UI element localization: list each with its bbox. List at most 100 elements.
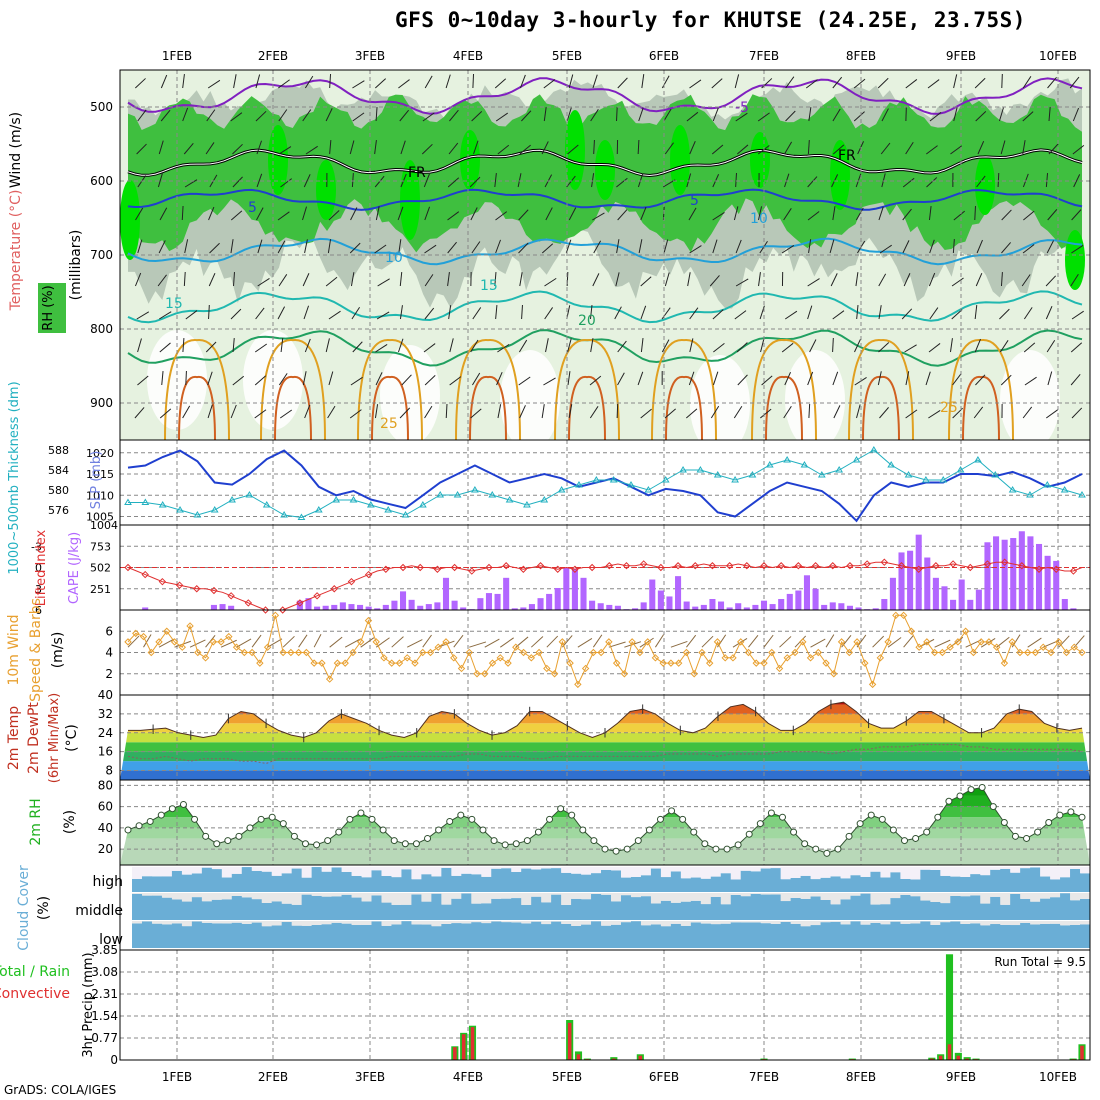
wind-barb [686, 173, 692, 188]
wind-barb [349, 242, 361, 254]
cloud-cell [161, 876, 173, 892]
wind-barb [397, 338, 404, 353]
li-point [485, 563, 493, 572]
x-tick-bottom-2FEB: 2FEB [258, 1070, 288, 1084]
isotherm-30 [862, 376, 900, 441]
wind-barb [374, 78, 387, 89]
wind-barb [518, 242, 529, 254]
cape-bar [803, 575, 811, 610]
isotherm-25 [260, 339, 326, 441]
cloud-cell [920, 869, 931, 892]
cape-bar [889, 577, 896, 610]
wind-speed-point [256, 659, 264, 667]
rh2m-point [889, 826, 897, 834]
cloud-gap [211, 867, 223, 870]
wind-barb [735, 112, 748, 122]
rh2m-point [634, 837, 642, 845]
cloud-cell [1040, 923, 1051, 948]
isotherm-30 [568, 376, 606, 441]
cape-bar [795, 590, 802, 610]
rh-cell-bright [268, 125, 288, 195]
wind-speed-point [535, 648, 543, 657]
cloud-gap [551, 893, 562, 895]
cloud-cell [371, 895, 382, 920]
wind-barb [375, 372, 383, 386]
wind-barb [616, 239, 620, 254]
surface-wind-barb [841, 634, 852, 648]
cape-bar [348, 604, 355, 610]
ylabel-cape: CAPE (J/kg) [67, 532, 82, 604]
cape-bar [365, 606, 372, 610]
rh-cell-bright [1065, 230, 1085, 290]
cloud-gap [311, 893, 323, 896]
wind-barb [785, 76, 795, 89]
wind-barb [637, 371, 644, 386]
cloud-gap [281, 867, 293, 874]
cloud-cell [421, 924, 432, 948]
cloud-cell [581, 899, 592, 920]
rh2m-point [124, 826, 132, 834]
cloud-cell [501, 922, 512, 948]
wind-barb [208, 206, 215, 221]
li-point [1000, 558, 1009, 566]
cloud-cell [730, 922, 742, 948]
rh2m-point [501, 841, 509, 849]
wind-speed-point [760, 659, 768, 667]
cloud-cell [211, 899, 223, 920]
cloud-cell [491, 921, 502, 948]
cape-bar [142, 607, 149, 610]
rh2m-point [290, 832, 298, 840]
surface-wind-barb [1011, 634, 1021, 648]
cape-bar [228, 605, 235, 610]
cloud-gap [870, 921, 881, 923]
wind-barb [1022, 173, 1029, 188]
cloud-gap [900, 893, 911, 895]
y-tick-slp-1010: 1010 [86, 489, 114, 502]
cloud-gap [511, 893, 522, 899]
rh2m-point [601, 845, 609, 853]
wind-barb [567, 338, 572, 353]
cloud-gap [591, 867, 602, 874]
cloud-cell [261, 902, 273, 920]
cloud-cell [191, 921, 203, 948]
wind-barb [1000, 271, 1003, 287]
cloud-gap [980, 921, 991, 926]
thickness-point [852, 456, 861, 463]
rh2m-point [146, 817, 154, 825]
cloud-gap [660, 867, 672, 878]
y-tick-wind-4: 4 [105, 646, 113, 660]
wind-barb [1070, 342, 1083, 353]
wind-barb [134, 407, 145, 419]
cloud-cell [920, 900, 931, 920]
rh2m-point [568, 811, 576, 819]
cloud-cell [650, 868, 662, 892]
precip-conv-bar [461, 1034, 466, 1060]
cloud-gap [910, 893, 921, 897]
cloud-cell [571, 925, 582, 948]
cloud-gap [581, 921, 592, 925]
wind-barb [853, 78, 866, 89]
rh2m-point [135, 822, 143, 830]
cloud-cell [840, 924, 851, 948]
cloud-cell [411, 894, 422, 920]
wind-barb [157, 173, 163, 188]
wind-speed-point [853, 638, 861, 646]
wind-barb [1022, 244, 1035, 254]
cloud-gap [571, 867, 582, 874]
x-tick-bottom-8FEB: 8FEB [846, 1070, 876, 1084]
ylabel-rh2m-units: (%) [62, 810, 78, 834]
wind-barb [134, 78, 146, 89]
cloud-cell [361, 877, 372, 892]
li-point [743, 562, 751, 570]
cloud-cell [351, 875, 363, 892]
thickness-point [1060, 486, 1069, 493]
thickness-line [128, 449, 1083, 519]
cloud-cell [531, 896, 542, 920]
cloud-gap [471, 921, 482, 923]
li-point [227, 592, 235, 600]
wind-speed-point [907, 627, 916, 635]
cloud-gap [581, 893, 592, 900]
wind-speed-point [124, 638, 132, 646]
cloud-gap [471, 893, 482, 904]
wind-speed-point [799, 638, 807, 646]
